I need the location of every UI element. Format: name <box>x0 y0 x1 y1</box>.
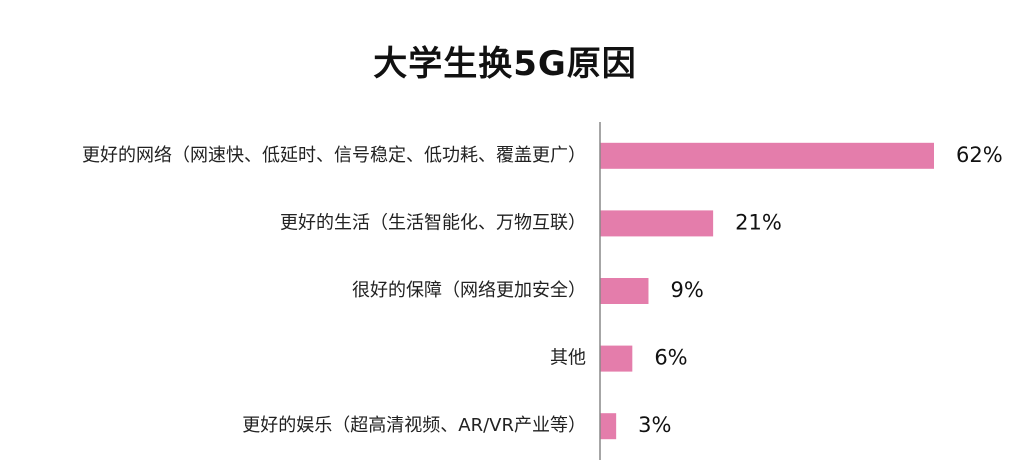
bar-3 <box>600 345 633 372</box>
chart-title: 大学生换5G原因 <box>373 44 637 84</box>
category-label-0: 更好的网络（网速快、低延时、信号稳定、低功耗、覆盖更广） <box>82 145 586 166</box>
bars-group <box>600 142 934 440</box>
bar-0 <box>600 142 934 169</box>
category-label-2: 很好的保障（网络更加安全） <box>352 280 586 301</box>
value-label-2: 9% <box>670 278 703 302</box>
category-label-3: 其他 <box>550 348 586 369</box>
category-labels-group: 更好的网络（网速快、低延时、信号稳定、低功耗、覆盖更广） 更好的生活（生活智能化、… <box>82 145 586 436</box>
value-label-1: 21% <box>735 210 782 234</box>
value-label-0: 62% <box>956 143 1003 167</box>
value-label-4: 3% <box>638 413 671 437</box>
bar-1 <box>600 210 714 237</box>
value-labels-group: 62% 21% 9% 6% 3% <box>638 143 1003 437</box>
category-label-4: 更好的娱乐（超高清视频、AR/VR产业等） <box>242 415 586 436</box>
bar-2 <box>600 278 649 304</box>
bar-4 <box>600 413 617 440</box>
value-label-3: 6% <box>654 346 687 370</box>
category-label-1: 更好的生活（生活智能化、万物互联） <box>280 212 586 233</box>
